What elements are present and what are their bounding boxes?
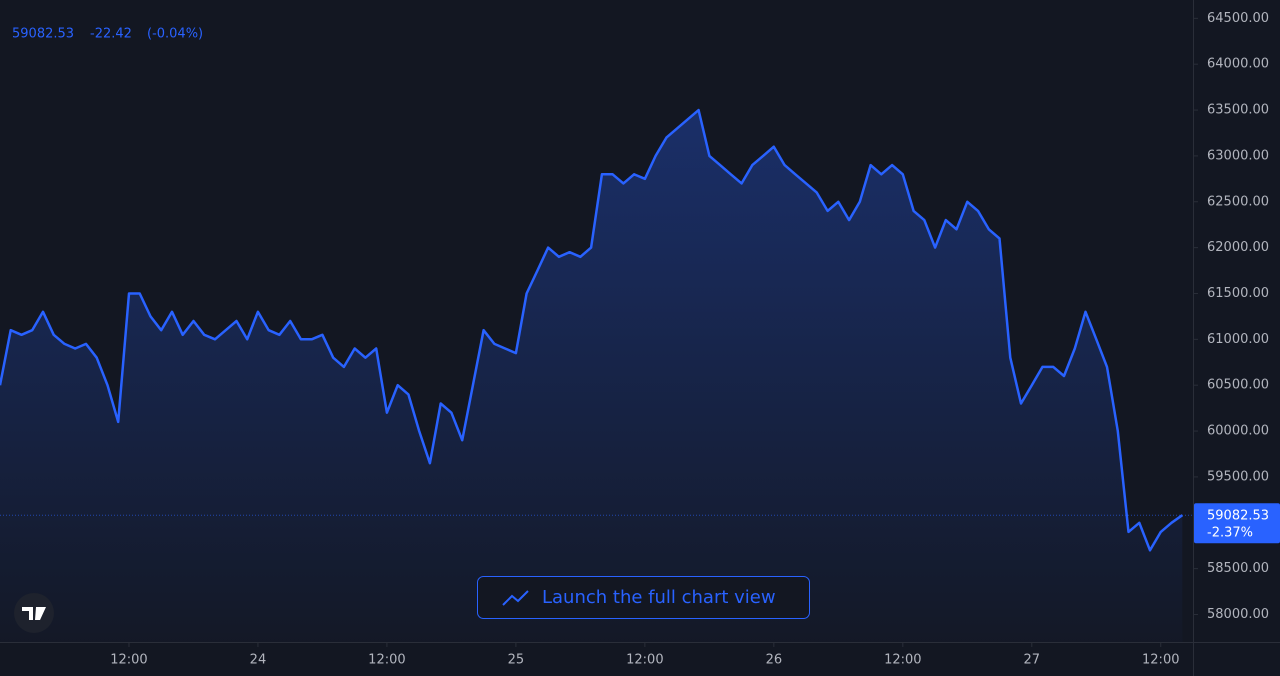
button-frame[interactable] [477,576,810,619]
y-tick-label: 64500.00 [1207,11,1269,26]
y-tick-label: 60500.00 [1207,378,1269,393]
x-tick-label: 27 [1024,653,1041,668]
x-tick-label: 24 [250,653,267,668]
last-price-label: 59082.53 [1207,509,1269,524]
logo [14,593,54,633]
price-line [0,108,1184,552]
header-change-pct: (-0.04%) [147,27,203,42]
button-label[interactable]: Launch the full chart view [542,587,776,608]
header-change: -22.42 [90,27,132,42]
y-tick-label: 62000.00 [1207,240,1269,255]
launch-button[interactable]: Launch the full chart view [477,576,810,619]
y-tick-label: 61000.00 [1207,332,1269,347]
logo-circle [14,593,54,633]
y-tick-label: 58500.00 [1207,561,1269,576]
y-tick-label: 61500.00 [1207,286,1269,301]
plot [0,108,1184,643]
y-tick-label: 63500.00 [1207,103,1269,118]
area-fill [0,110,1183,643]
x-tick-label: 12:00 [626,653,663,668]
button-icon [502,590,529,606]
x-tick-label: 25 [508,653,525,668]
x-tick-label: 12:00 [884,653,921,668]
y-tick-label: 62500.00 [1207,194,1269,209]
y-tick-label: 58000.00 [1207,607,1269,622]
y-tick-label: 63000.00 [1207,148,1269,163]
x-tick-label: 12:00 [110,653,147,668]
x-tick-label: 26 [766,653,783,668]
logo-mark [22,607,46,620]
last-price-box [1194,503,1280,544]
y-tick-label: 64000.00 [1207,57,1269,72]
last-change-label: -2.37% [1207,526,1253,541]
y-tick-label: 60000.00 [1207,424,1269,439]
header-price: 59082.53 [12,27,74,42]
y-tick-label: 59500.00 [1207,469,1269,484]
x-tick-label: 12:00 [368,653,405,668]
x-tick-label: 12:00 [1142,653,1179,668]
